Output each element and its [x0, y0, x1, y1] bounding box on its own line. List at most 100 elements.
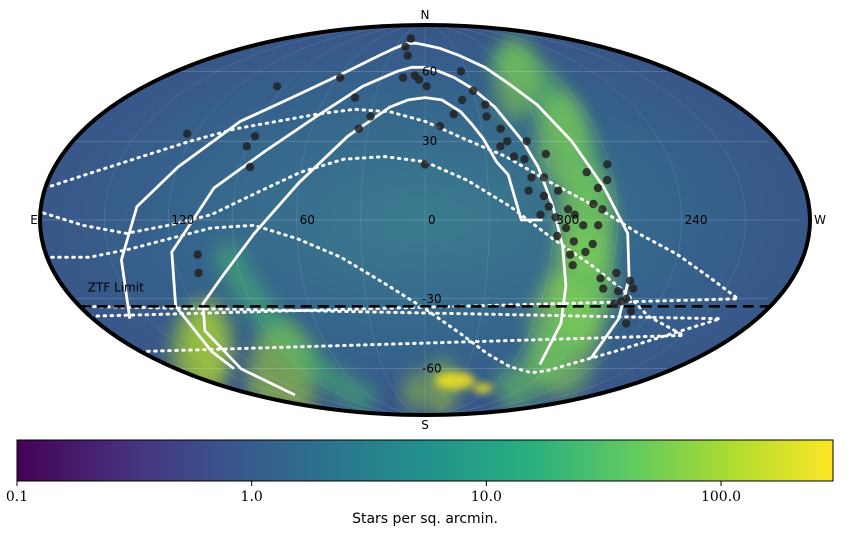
- colorbar-tick-label: 100.0: [701, 489, 741, 505]
- data-point: [568, 261, 577, 270]
- meridian-line: [168, 25, 426, 415]
- dotted-reference-curve: [43, 107, 740, 318]
- data-point: [539, 173, 549, 182]
- data-point: [242, 142, 251, 151]
- data-point: [520, 155, 529, 164]
- density-map: [38, 23, 812, 417]
- data-point: [481, 100, 490, 109]
- data-point: [403, 51, 412, 60]
- latitude-tick-labels: 60 30 -30 -60: [422, 64, 442, 375]
- latitude-tick-label: 60: [422, 64, 437, 78]
- longitude-tick-label: 60: [300, 213, 315, 227]
- data-point: [588, 239, 597, 249]
- map-frame: [38, 23, 812, 417]
- ztf-limit-label: ZTF Limit: [88, 280, 144, 294]
- dotted-reference-curve: [45, 223, 722, 375]
- colorbar-tick-label: 10.0: [471, 489, 502, 505]
- data-point: [435, 122, 445, 131]
- east-label: E: [30, 213, 38, 227]
- colorbar-tick-label: 0.1: [6, 489, 28, 505]
- latitude-tick-label: -60: [422, 362, 442, 376]
- data-point: [554, 186, 563, 195]
- data-point: [183, 129, 192, 138]
- latitude-tick-label: -30: [422, 292, 442, 306]
- data-points: [183, 34, 638, 328]
- meridian-line: [360, 25, 426, 415]
- data-point: [250, 132, 260, 141]
- data-point: [468, 86, 478, 96]
- data-point: [610, 299, 619, 308]
- south-label: S: [421, 418, 429, 432]
- data-point: [612, 268, 621, 278]
- data-point: [366, 112, 375, 121]
- data-point: [599, 284, 608, 293]
- data-point: [503, 137, 512, 146]
- data-point: [539, 191, 549, 201]
- data-point: [626, 307, 636, 316]
- data-point: [566, 250, 575, 259]
- stream-boundary-curve: [120, 41, 631, 359]
- overlay-curves: [40, 41, 740, 397]
- data-point: [527, 173, 536, 182]
- data-point: [496, 142, 505, 151]
- longitude-tick-label: 120: [171, 213, 194, 227]
- west-label: W: [814, 213, 826, 227]
- data-point: [245, 162, 255, 172]
- data-point: [422, 82, 431, 91]
- longitude-tick-labels: 120 60 0 300 240: [171, 213, 707, 227]
- density-band: [487, 32, 611, 414]
- data-point: [622, 294, 631, 303]
- longitude-tick-label: 300: [556, 213, 579, 227]
- data-point: [350, 93, 360, 102]
- data-point: [193, 250, 202, 259]
- data-point: [449, 109, 458, 119]
- data-point: [536, 210, 545, 219]
- latitude-tick-label: 30: [422, 134, 437, 148]
- data-point: [398, 73, 408, 82]
- colorbar: 0.1 1.0 10.0 100.0 Stars per sq. arcmin.: [6, 439, 834, 527]
- data-point: [598, 205, 607, 214]
- data-point: [541, 149, 550, 159]
- longitude-tick-label: 240: [685, 213, 708, 227]
- data-point: [496, 124, 505, 133]
- data-point: [579, 221, 588, 230]
- data-point: [414, 75, 424, 85]
- colorbar-gradient: [16, 439, 834, 482]
- data-point: [406, 34, 416, 43]
- data-point: [544, 202, 553, 211]
- data-point: [603, 160, 612, 169]
- data-point: [629, 284, 638, 293]
- data-point: [401, 42, 410, 51]
- data-point: [563, 205, 573, 214]
- meridian-line: [103, 25, 426, 415]
- data-point: [420, 160, 430, 169]
- data-point: [589, 199, 598, 209]
- data-point: [622, 319, 631, 328]
- data-point: [602, 175, 612, 185]
- data-point: [561, 223, 571, 233]
- data-point: [581, 247, 590, 257]
- data-point: [482, 112, 491, 121]
- data-point: [553, 231, 562, 241]
- magellanic-cloud: [435, 371, 476, 390]
- colorbar-tick-label: 1.0: [241, 489, 263, 505]
- data-point: [456, 67, 466, 76]
- meridian-line: [232, 25, 426, 415]
- stream-boundary-curve: [201, 96, 543, 397]
- data-point: [194, 268, 203, 278]
- density-glow: [404, 372, 426, 411]
- data-point: [336, 73, 345, 82]
- data-point: [570, 210, 579, 219]
- dotted-reference-curve: [40, 155, 686, 353]
- data-point: [626, 276, 635, 285]
- north-label: N: [421, 8, 430, 22]
- data-point: [569, 237, 578, 246]
- meridian-line: [424, 25, 682, 415]
- data-point: [594, 221, 603, 230]
- data-point: [522, 137, 531, 146]
- data-point: [593, 183, 603, 193]
- data-point: [614, 286, 623, 296]
- data-point: [524, 186, 533, 195]
- meridian-line: [296, 25, 426, 415]
